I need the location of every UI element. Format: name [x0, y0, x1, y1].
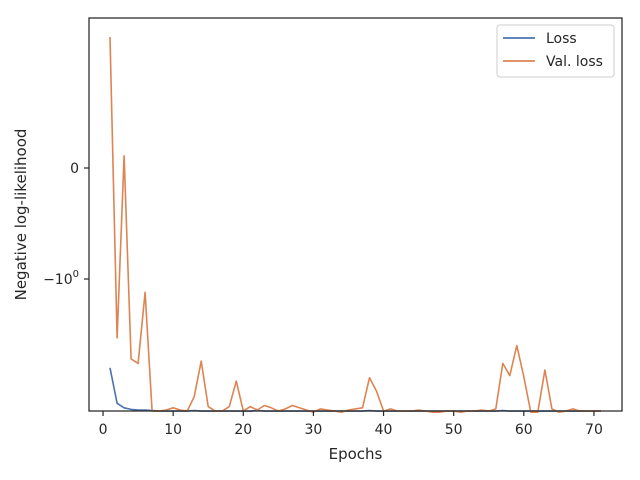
plot-frame: [88, 17, 623, 412]
legend: Loss Val. loss: [496, 24, 615, 78]
y-axis-label: Negative log-likelihood: [12, 129, 30, 301]
x-tick-label: 40: [375, 422, 393, 438]
x-ticks: 0 10 20 30 40 50 60 70: [99, 411, 603, 438]
x-tick-label: 0: [99, 422, 108, 438]
x-tick-label: 60: [515, 422, 533, 438]
x-tick-label: 50: [445, 422, 463, 438]
x-tick-label: 30: [305, 422, 323, 438]
x-tick-label: 20: [234, 422, 252, 438]
legend-label-val-loss: Val. loss: [546, 54, 603, 70]
y-ticks: 0 −100: [43, 161, 89, 288]
series-line-val-loss: [109, 36, 601, 414]
x-tick-label: 10: [164, 422, 182, 438]
x-axis-label: Epochs: [329, 445, 383, 463]
x-tick-label: 70: [585, 422, 603, 438]
y-tick-label: −100: [43, 269, 79, 288]
legend-label-loss: Loss: [546, 31, 577, 47]
y-tick-label: 0: [70, 161, 79, 177]
